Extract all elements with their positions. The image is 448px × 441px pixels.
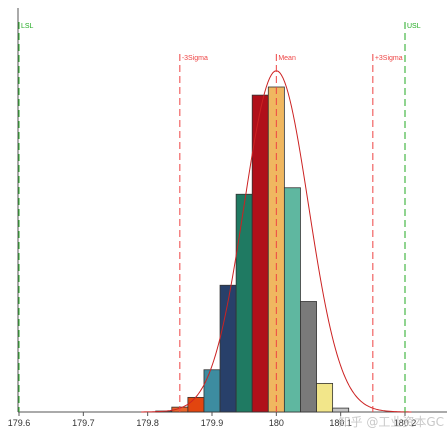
reference-label-3sigma: +3Sigma	[375, 55, 403, 62]
histogram-bar-2	[187, 396, 205, 413]
x-tick-label-3: 179.9	[201, 418, 224, 428]
reference-label-usl: USL	[407, 23, 421, 30]
histogram-bar-3	[203, 369, 221, 413]
watermark-text: 知乎 @工业资本GC	[338, 415, 445, 429]
x-tick-label-4: 180	[269, 418, 284, 428]
histogram-bar-11	[332, 407, 350, 413]
histogram-bar-8	[283, 187, 301, 413]
x-tick-label-5: 180.1	[329, 418, 352, 428]
x-tick-label-1: 179.7	[72, 418, 95, 428]
reference-label-mean: Mean	[278, 55, 296, 62]
histogram-bars	[155, 86, 350, 413]
histogram-bar-5	[235, 193, 253, 413]
histogram-bar-9	[300, 301, 317, 413]
reference-lines: LSL -3Sigma Mean +3Sigma USL	[18, 22, 421, 412]
x-axis: 179.6 179.7 179.8 179.9 180 180.1 180.2	[8, 412, 417, 428]
reference-label-3sigma: -3Sigma	[182, 55, 208, 62]
histogram-bar-4	[219, 284, 237, 413]
histogram-bar-10	[316, 382, 334, 413]
x-tick-label-2: 179.8	[136, 418, 159, 428]
x-tick-label-0: 179.6	[8, 418, 31, 428]
reference-label-lsl: LSL	[21, 23, 34, 30]
x-tick-label-6: 180.2	[394, 418, 417, 428]
